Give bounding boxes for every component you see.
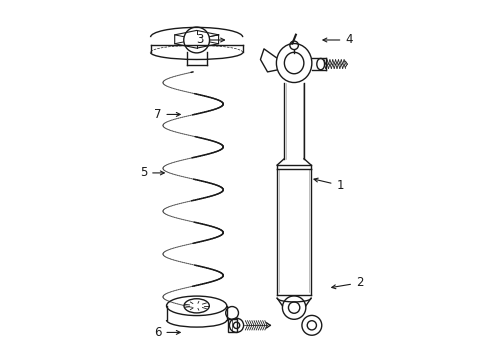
- Text: 1: 1: [313, 178, 343, 192]
- Text: 3: 3: [196, 33, 224, 46]
- Text: 4: 4: [322, 33, 352, 46]
- Text: 2: 2: [331, 276, 363, 289]
- Text: 5: 5: [140, 166, 164, 179]
- Text: 6: 6: [154, 326, 180, 339]
- Text: 7: 7: [154, 108, 180, 121]
